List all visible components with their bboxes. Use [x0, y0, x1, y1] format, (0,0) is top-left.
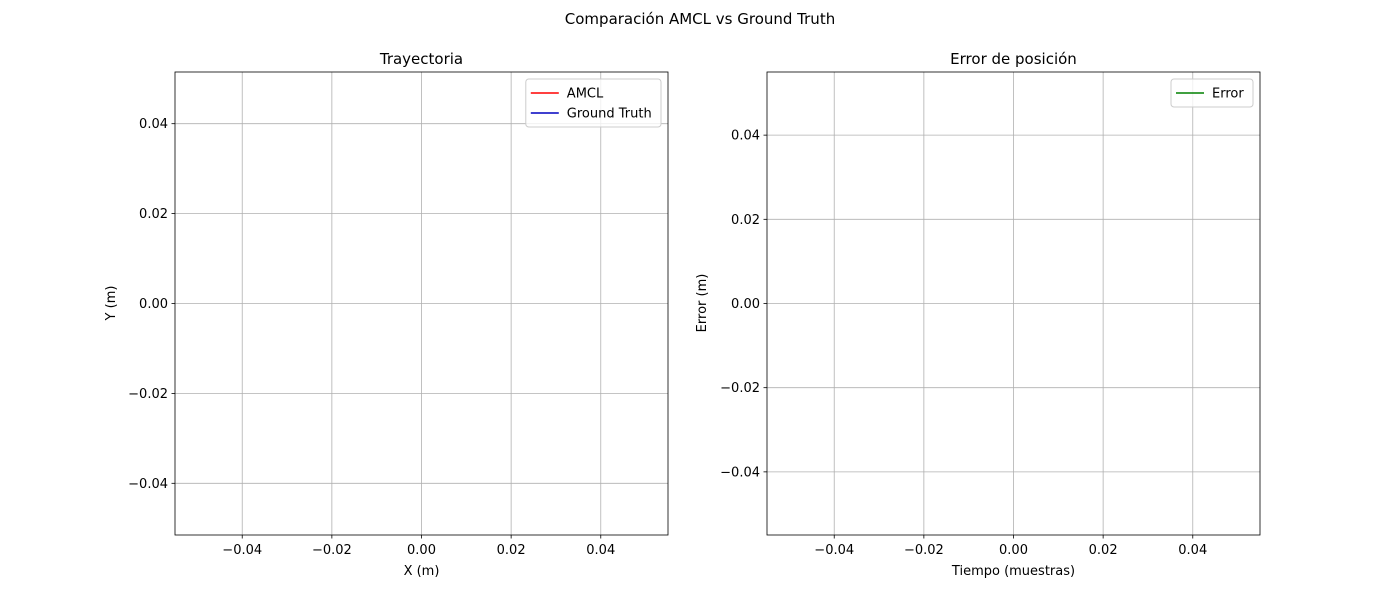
error-title: Error de posición [950, 50, 1077, 68]
error-ytick-label: −0.04 [720, 465, 760, 480]
error-xtick-label: 0.04 [1178, 543, 1207, 558]
error-ytick-label: 0.00 [731, 297, 760, 312]
trajectory-xtick-label: 0.02 [497, 543, 526, 558]
error-axes: Error de posición Tiempo (muestras) Erro… [695, 50, 1261, 579]
trajectory-xtick-label: −0.04 [222, 543, 262, 558]
trajectory-ytick-label: 0.04 [139, 117, 168, 132]
error-ytick-label: −0.02 [720, 381, 760, 396]
trajectory-legend-box [525, 78, 662, 128]
error-xtick-label: 0.02 [1089, 543, 1118, 558]
trajectory-xtick-label: 0.00 [407, 543, 436, 558]
trajectory-legend-label: AMCL [567, 87, 604, 102]
trajectory-xlabel: X (m) [404, 564, 440, 579]
trajectory-xtick-label: −0.02 [312, 543, 352, 558]
trajectory-ytick-label: −0.02 [128, 387, 168, 402]
error-ylabel: Error (m) [695, 274, 710, 333]
error-legend: Error [1170, 78, 1254, 108]
error-xlabel: Tiempo (muestras) [951, 564, 1075, 579]
trajectory-ytick-label: −0.04 [128, 477, 168, 492]
trajectory-ylabel: Y (m) [104, 286, 119, 322]
error-xtick-label: −0.04 [814, 543, 854, 558]
error-xtick-label: 0.00 [999, 543, 1028, 558]
trajectory-legend: AMCL Ground Truth [525, 78, 662, 128]
error-xtick-label: −0.02 [904, 543, 944, 558]
error-legend-label: Error [1212, 87, 1244, 102]
error-legend-box [1170, 78, 1254, 108]
trajectory-ytick-label: 0.02 [139, 207, 168, 222]
trajectory-axes: Trayectoria X (m) Y (m) −0.04 −0.02 0.00 0.… [104, 50, 669, 579]
error-ytick-label: 0.02 [731, 213, 760, 228]
error-ytick-label: 0.04 [731, 129, 760, 144]
trajectory-ytick-label: 0.00 [139, 297, 168, 312]
trajectory-xtick-label: 0.04 [586, 543, 615, 558]
figure-suptitle: Comparación AMCL vs Ground Truth [565, 10, 835, 28]
trajectory-title: Trayectoria [379, 50, 463, 68]
trajectory-legend-label: Ground Truth [567, 107, 652, 122]
